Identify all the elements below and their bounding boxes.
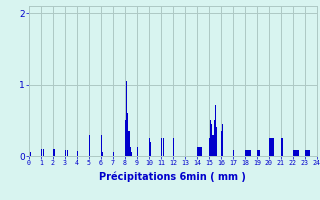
Bar	[149, 138, 150, 156]
Bar	[269, 138, 270, 156]
Bar	[125, 120, 126, 156]
Bar	[200, 147, 202, 156]
Bar	[294, 150, 295, 156]
Bar	[258, 150, 259, 156]
Bar	[53, 149, 54, 156]
Bar	[54, 149, 55, 156]
Bar	[127, 113, 128, 156]
Bar	[296, 150, 298, 156]
Bar	[295, 150, 296, 156]
Bar	[101, 135, 102, 156]
Bar	[210, 120, 211, 156]
Bar	[163, 138, 164, 156]
Bar	[128, 131, 130, 156]
Bar	[67, 150, 68, 156]
Bar	[211, 124, 212, 156]
Bar	[248, 150, 250, 156]
Bar	[43, 149, 44, 156]
Bar	[77, 151, 78, 156]
Bar	[113, 152, 114, 156]
Bar	[221, 131, 222, 156]
Bar	[306, 150, 307, 156]
Bar	[293, 150, 294, 156]
Bar	[214, 120, 215, 156]
Bar	[198, 147, 199, 156]
Bar	[41, 149, 42, 156]
Bar	[307, 150, 308, 156]
Bar	[308, 150, 309, 156]
Bar	[173, 138, 174, 156]
Bar	[89, 135, 90, 156]
Bar	[281, 138, 282, 156]
Bar	[65, 150, 66, 156]
Bar	[250, 150, 251, 156]
Bar	[137, 147, 138, 156]
Bar	[212, 135, 214, 156]
Bar	[161, 138, 162, 156]
Bar	[282, 138, 283, 156]
Bar	[130, 147, 131, 156]
Bar	[233, 150, 234, 156]
Bar	[199, 147, 200, 156]
Bar	[150, 142, 151, 156]
Bar	[270, 138, 271, 156]
Bar	[222, 124, 223, 156]
Bar	[215, 105, 216, 156]
Bar	[305, 150, 306, 156]
Bar	[245, 150, 246, 156]
Bar	[259, 150, 260, 156]
Bar	[126, 81, 127, 156]
Bar	[246, 150, 247, 156]
Bar	[257, 150, 258, 156]
Bar	[271, 138, 272, 156]
Bar	[272, 138, 274, 156]
Bar	[216, 127, 217, 156]
Bar	[102, 152, 103, 156]
Bar	[247, 150, 248, 156]
Bar	[209, 138, 210, 156]
X-axis label: Précipitations 6min ( mm ): Précipitations 6min ( mm )	[100, 172, 246, 182]
Bar	[30, 152, 31, 156]
Bar	[131, 152, 132, 156]
Bar	[298, 150, 299, 156]
Bar	[197, 147, 198, 156]
